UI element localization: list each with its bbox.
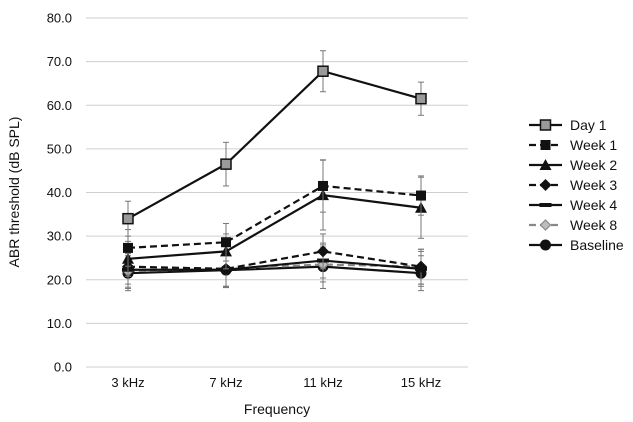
legend-item: Baseline	[529, 237, 624, 253]
marker-square	[540, 140, 551, 150]
y-tick-label: 40.0	[47, 185, 72, 200]
series-group	[122, 50, 427, 292]
legend-item: Week 4	[529, 197, 617, 213]
series-week-3	[122, 233, 427, 287]
series-week-4	[122, 242, 427, 288]
x-axis-title: Frequency	[244, 401, 310, 417]
series-line	[127, 193, 422, 260]
y-tick-label: 0.0	[54, 360, 72, 375]
marker-square	[416, 190, 426, 201]
marker-diamond	[539, 179, 552, 191]
y-tick-label: 10.0	[47, 316, 72, 331]
marker-diamond	[317, 245, 329, 258]
marker-plus	[539, 219, 552, 231]
legend-label: Week 4	[570, 197, 617, 213]
legend-label: Week 2	[570, 157, 617, 173]
legend-item: Week 8	[529, 217, 617, 233]
x-tick-label: 7 kHz	[209, 375, 242, 390]
y-tick-label: 60.0	[47, 98, 72, 113]
marker-square	[123, 242, 133, 253]
legend: Day 1 Week 1 Week 2 Week 3 Week 4 Week 8 Basel…	[529, 117, 624, 253]
x-tick-label: 11 kHz	[303, 375, 343, 390]
legend-item: Day 1	[529, 117, 607, 133]
series-day-1	[122, 50, 427, 237]
gridlines	[86, 17, 468, 368]
marker-dash	[539, 203, 552, 207]
series-line	[127, 69, 422, 220]
legend-label: Week 8	[570, 217, 617, 233]
marker-square-open	[415, 92, 427, 105]
marker-diamond	[415, 260, 427, 273]
legend-label: Week 3	[570, 177, 617, 193]
marker-triangle	[539, 159, 552, 170]
legend-label: Week 1	[570, 137, 617, 153]
series-week-8	[122, 246, 427, 289]
x-axis-ticks: 3 kHz 7 kHz 11 kHz 15 kHz	[111, 375, 441, 390]
series-line	[128, 259, 422, 271]
y-tick-label: 20.0	[47, 272, 72, 287]
series-line	[127, 265, 422, 275]
legend-label: Baseline	[570, 237, 624, 253]
marker-square	[221, 237, 231, 248]
marker-circle	[540, 239, 551, 251]
series-week-2	[122, 159, 427, 277]
y-tick-label: 70.0	[47, 54, 72, 69]
marker-square-open	[317, 65, 329, 77]
marker-square	[318, 180, 328, 191]
x-tick-label: 3 kHz	[111, 375, 144, 390]
series-line	[127, 184, 422, 250]
series-line	[127, 250, 422, 270]
y-axis-ticks: 0.0 10.0 20.0 30.0 40.0 50.0 60.0 70.0 80.0	[47, 11, 72, 375]
legend-item: Week 1	[529, 137, 617, 153]
y-tick-label: 50.0	[47, 141, 72, 156]
y-tick-label: 30.0	[47, 229, 72, 244]
marker-square-open	[220, 158, 232, 170]
y-axis-title: ABR threshold (dB SPL)	[6, 117, 22, 268]
marker-square-open	[122, 212, 134, 225]
x-tick-label: 15 kHz	[401, 375, 441, 390]
y-tick-label: 80.0	[47, 11, 72, 26]
series-week-1	[123, 159, 426, 267]
marker-square-open	[539, 119, 552, 131]
legend-item: Week 3	[529, 177, 617, 193]
legend-label: Day 1	[570, 117, 607, 133]
legend-item: Week 2	[529, 157, 617, 173]
